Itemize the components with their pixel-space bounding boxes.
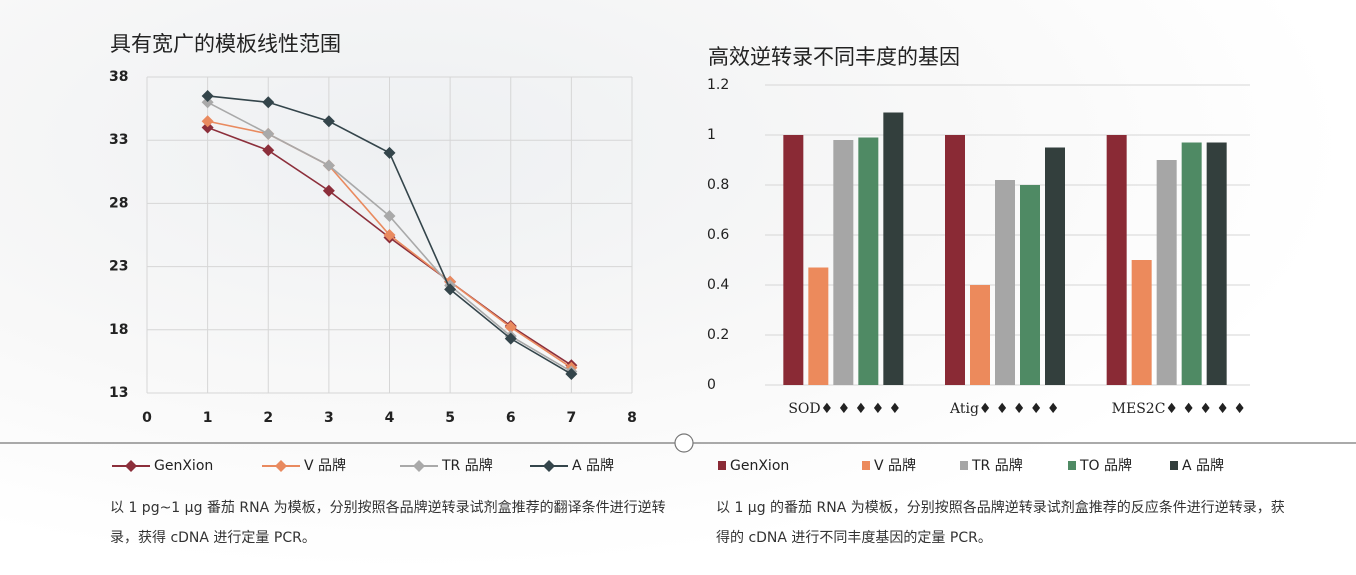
point xyxy=(201,89,214,102)
point xyxy=(444,283,457,296)
point xyxy=(262,127,275,140)
x-tick-label: Atig♦ ♦ ♦ ♦ ♦ xyxy=(949,401,1059,417)
y-tick-label: 1.2 xyxy=(707,77,729,93)
legend-marker xyxy=(125,460,137,472)
legend-swatch xyxy=(1170,461,1178,470)
y-tick-label: 0 xyxy=(707,377,716,393)
legend-marker xyxy=(275,460,287,472)
x-tick-label: 1 xyxy=(203,410,213,426)
legend-swatch xyxy=(1068,461,1076,470)
point xyxy=(504,321,517,334)
y-tick-label: 0.8 xyxy=(707,177,729,193)
legend-label: TR 品牌 xyxy=(441,457,493,474)
chart-title: 具有宽广的模板线性范围 xyxy=(110,32,341,56)
legend-label: A 品牌 xyxy=(1182,457,1224,474)
x-tick-label: SOD♦ ♦ ♦ ♦ ♦ xyxy=(788,401,901,417)
bar xyxy=(970,285,990,385)
legend-swatch xyxy=(960,461,968,470)
bar xyxy=(995,180,1015,385)
x-tick-label: 3 xyxy=(324,410,334,426)
legend-swatch xyxy=(718,461,726,470)
bar xyxy=(808,267,829,385)
legend-swatch xyxy=(862,461,870,470)
y-tick-label: 23 xyxy=(109,259,128,275)
legend-label: TR 品牌 xyxy=(971,457,1023,474)
point xyxy=(322,115,335,128)
point xyxy=(565,368,578,381)
bar xyxy=(833,140,854,385)
legend-label: V 品牌 xyxy=(304,457,346,474)
point xyxy=(322,159,335,172)
point xyxy=(201,115,214,128)
caption: 以 1 pg~1 μg 番茄 RNA 为模板，分别按照各品牌逆转录试剂盒推荐的翻… xyxy=(110,500,666,546)
x-tick-label: 2 xyxy=(263,410,273,426)
y-tick-label: 0.2 xyxy=(707,327,729,343)
bar xyxy=(1020,185,1040,385)
point xyxy=(504,332,517,345)
legend-label: V 品牌 xyxy=(874,457,916,474)
legend-marker xyxy=(413,460,425,472)
point xyxy=(383,229,396,241)
x-tick-label: 5 xyxy=(445,410,455,426)
bar xyxy=(883,112,904,385)
x-tick-label: 0 xyxy=(142,410,152,426)
bar xyxy=(1206,142,1227,385)
legend-label: GenXion xyxy=(730,458,789,474)
point xyxy=(262,96,275,109)
divider-knob xyxy=(674,433,694,453)
bar xyxy=(1045,147,1065,385)
x-tick-label: 8 xyxy=(627,410,637,426)
y-tick-label: 0.4 xyxy=(707,277,729,293)
y-tick-label: 0.6 xyxy=(707,227,729,243)
point xyxy=(201,121,214,134)
y-tick-label: 28 xyxy=(109,195,128,211)
legend-label: TO 品牌 xyxy=(1079,457,1132,474)
x-tick-label: 4 xyxy=(385,410,395,426)
legend-label: A 品牌 xyxy=(572,457,614,474)
y-tick-label: 18 xyxy=(109,322,128,338)
point xyxy=(262,144,275,157)
x-tick-label: 7 xyxy=(567,410,577,426)
y-tick-label: 33 xyxy=(109,132,128,148)
bar xyxy=(783,135,804,385)
bar xyxy=(1106,135,1127,385)
point xyxy=(201,96,214,109)
bar xyxy=(858,137,879,385)
point xyxy=(322,184,335,197)
legend-marker xyxy=(543,460,555,472)
y-tick-label: 38 xyxy=(109,69,128,85)
bar xyxy=(1156,160,1177,385)
y-tick-label: 13 xyxy=(109,385,128,401)
x-tick-label: MES2C♦ ♦ ♦ ♦ ♦ xyxy=(1112,401,1246,417)
point xyxy=(383,210,396,223)
bar xyxy=(945,135,965,385)
y-tick-label: 1 xyxy=(707,127,716,143)
caption: 以 1 μg 的番茄 RNA 为模板，分别按照各品牌逆转录试剂盒推荐的反应条件进… xyxy=(716,500,1285,546)
point xyxy=(383,146,396,159)
x-tick-label: 6 xyxy=(506,410,516,426)
chart-title: 高效逆转录不同丰度的基因 xyxy=(708,45,960,69)
bar xyxy=(1131,260,1152,385)
legend-label: GenXion xyxy=(154,458,213,474)
bar xyxy=(1181,142,1202,385)
